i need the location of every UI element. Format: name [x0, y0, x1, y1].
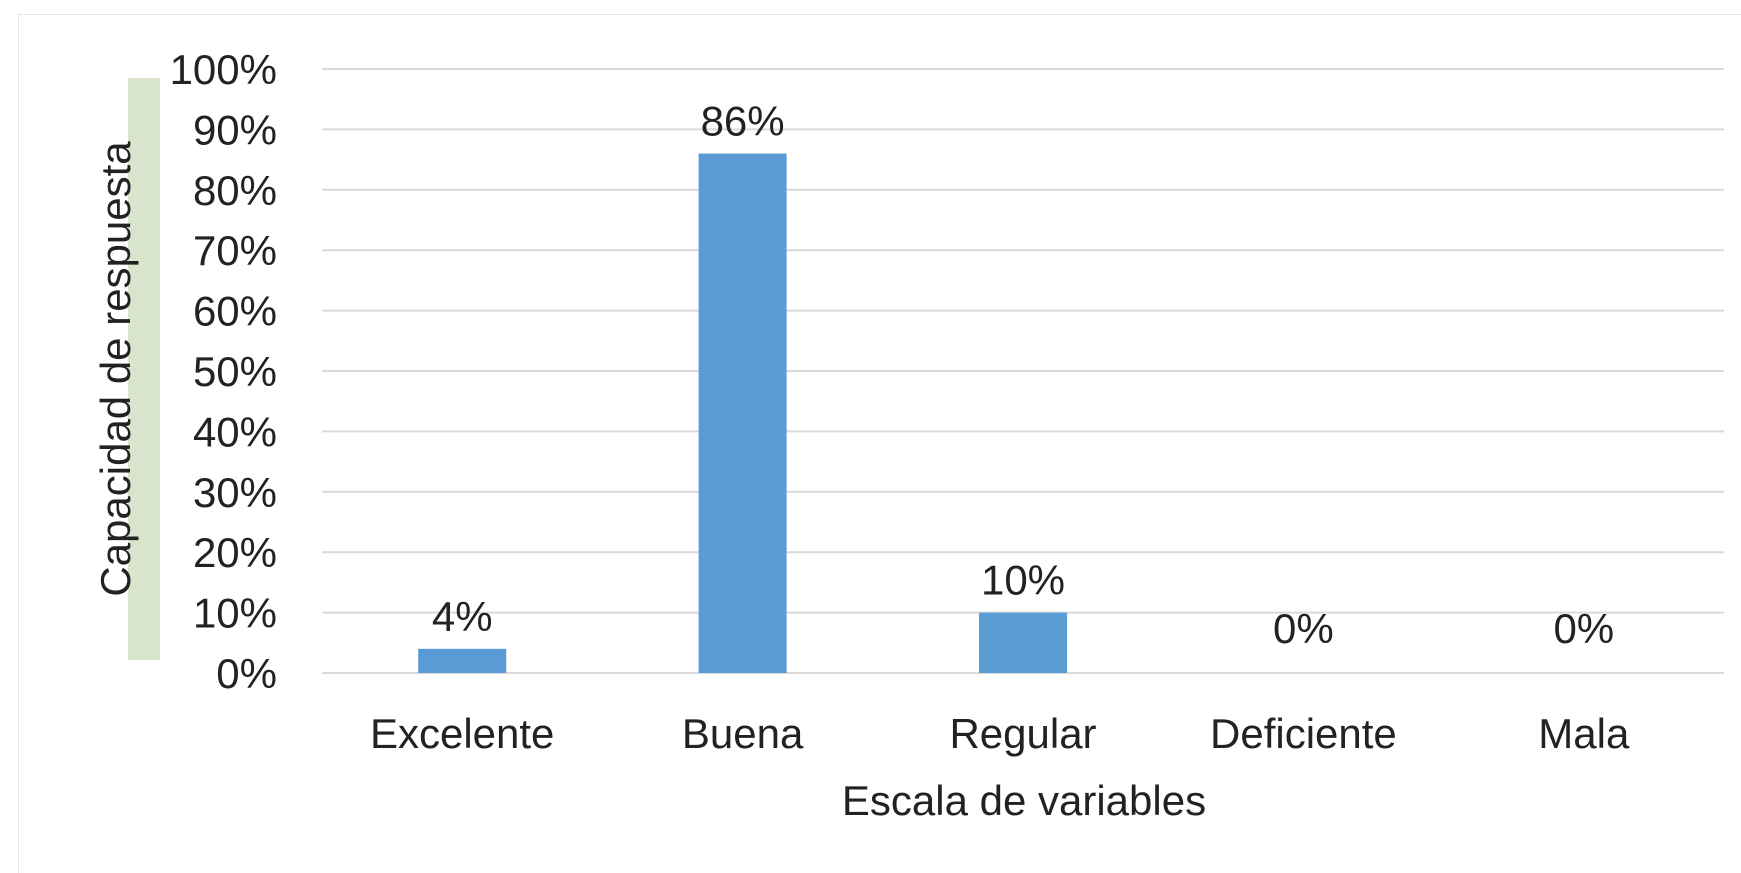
data-label: 4% [432, 593, 493, 640]
data-labels: 4% 86% 10% 0% 0% [432, 98, 1614, 652]
y-tick-label: 90% [193, 106, 277, 153]
bar-excelente [418, 648, 507, 673]
y-tick-label: 70% [193, 227, 277, 274]
y-tick-label: 80% [193, 167, 277, 214]
data-label: 0% [1273, 605, 1334, 652]
x-tick-label: Mala [1538, 710, 1630, 757]
y-tick-label: 10% [193, 590, 277, 637]
y-tick-label: 20% [193, 529, 277, 576]
x-tick-label: Excelente [370, 710, 554, 757]
x-axis-title: Escala de variables [842, 777, 1206, 824]
data-label: 0% [1553, 605, 1614, 652]
chart-frame [18, 14, 1741, 873]
bar-regular [979, 612, 1067, 673]
bar-buena [698, 153, 787, 673]
data-label: 86% [701, 98, 785, 145]
x-tick-label: Buena [682, 710, 804, 757]
y-tick-label: 50% [193, 348, 277, 395]
x-axis-ticks: Excelente Buena Regular Deficiente Mala [370, 710, 1630, 757]
y-tick-label: 0% [216, 650, 277, 697]
y-tick-label: 100% [170, 46, 277, 93]
data-label: 10% [981, 557, 1065, 604]
y-tick-label: 40% [193, 408, 277, 455]
y-tick-label: 60% [193, 288, 277, 335]
y-axis-title-highlight [128, 78, 160, 660]
y-axis-ticks: 0% 10% 20% 30% 40% 50% 60% 70% 80% 90% 100% [170, 46, 277, 697]
x-tick-label: Regular [949, 710, 1096, 757]
y-tick-label: 30% [193, 469, 277, 516]
bars [418, 153, 1067, 673]
y-axis-title: Capacidad de respuesta [92, 141, 139, 597]
x-tick-label: Deficiente [1210, 710, 1397, 757]
